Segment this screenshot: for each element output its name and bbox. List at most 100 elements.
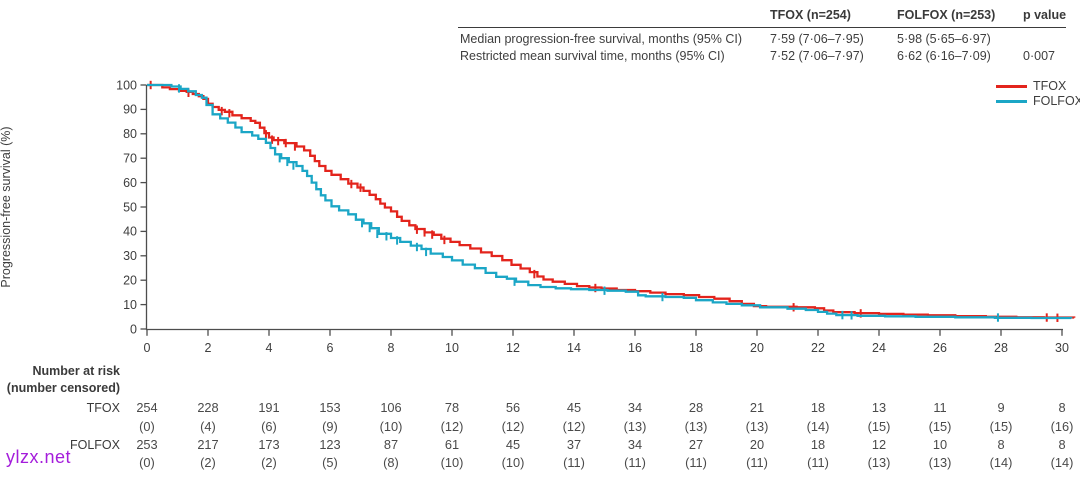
risk-table-title: Number at risk	[32, 364, 120, 378]
censored-count-folfox-m14: (11)	[563, 455, 585, 470]
risk-count-tfox-m20: 21	[749, 400, 765, 415]
censored-count-folfox-m6: (5)	[322, 455, 338, 470]
y-tick-label: 30	[123, 249, 137, 263]
censored-count-tfox-m0: (0)	[139, 419, 155, 434]
censored-count-tfox-m4: (6)	[261, 419, 277, 434]
censored-count-tfox-m8: (10)	[379, 419, 403, 434]
risk-count-folfox-m30: 8	[1058, 437, 1066, 452]
risk-count-folfox-m2: 217	[197, 437, 219, 452]
legend-label-folfox: FOLFOX	[1033, 94, 1080, 108]
censored-count-folfox-m8: (8)	[383, 455, 399, 470]
risk-count-folfox-m24: 12	[871, 437, 887, 452]
risk-count-folfox-m12: 45	[505, 437, 521, 452]
risk-count-folfox-m14: 37	[566, 437, 582, 452]
censored-count-tfox-m26: (15)	[928, 419, 952, 434]
y-tick-label: 80	[123, 127, 137, 141]
legend-entry-folfox: FOLFOX	[996, 94, 1080, 109]
censored-count-folfox-m22: (11)	[807, 455, 829, 470]
risk-count-tfox-m4: 191	[258, 400, 280, 415]
risk-count-tfox-m14: 45	[566, 400, 582, 415]
risk-count-folfox-m26: 10	[932, 437, 948, 452]
censored-count-folfox-m28: (14)	[989, 455, 1013, 470]
risk-count-folfox-m0: 253	[136, 437, 158, 452]
y-tick-label: 0	[130, 322, 137, 336]
risk-count-folfox-m8: 87	[383, 437, 399, 452]
censored-count-folfox-m0: (0)	[139, 455, 155, 470]
risk-count-tfox-m26: 11	[933, 400, 947, 415]
y-tick-label: 10	[123, 298, 137, 312]
risk-count-tfox-m2: 228	[197, 400, 219, 415]
censored-count-tfox-m18: (13)	[684, 419, 708, 434]
tfox-curve	[147, 83, 1076, 319]
y-tick-label: 50	[123, 200, 137, 214]
x-tick-label: 28	[994, 341, 1008, 355]
y-tick-label: 40	[123, 225, 137, 239]
stats-row2-folfox: 6·62 (6·16–7·09)	[897, 49, 991, 63]
censored-count-folfox-m12: (10)	[501, 455, 525, 470]
risk-table-subtitle: (number censored)	[6, 381, 120, 395]
risk-count-folfox-m22: 18	[810, 437, 826, 452]
censored-count-folfox-m18: (11)	[685, 455, 707, 470]
x-tick-label: 8	[388, 341, 395, 355]
risk-count-folfox-m4: 173	[258, 437, 280, 452]
tfox-line-swatch	[996, 85, 1027, 88]
x-tick-label: 22	[811, 341, 825, 355]
stats-row2-pvalue: 0·007	[1023, 49, 1055, 63]
censored-count-folfox-m20: (11)	[746, 455, 768, 470]
censored-count-tfox-m22: (14)	[806, 419, 830, 434]
risk-count-folfox-m20: 20	[749, 437, 765, 452]
stats-row1-label: Median progression-free survival, months…	[460, 32, 743, 46]
x-tick-label: 30	[1055, 341, 1069, 355]
x-tick-label: 14	[567, 341, 581, 355]
censored-count-tfox-m14: (12)	[562, 419, 586, 434]
legend: TFOX FOLFOX	[996, 79, 1080, 109]
censored-count-tfox-m16: (13)	[623, 419, 647, 434]
stats-row1-folfox: 5·98 (5·65–6·97)	[897, 32, 991, 46]
y-tick-label: 70	[123, 152, 137, 166]
y-tick-label: 90	[123, 103, 137, 117]
censored-count-folfox-m24: (13)	[867, 455, 891, 470]
stats-col-tfox: TFOX (n=254)	[770, 8, 851, 22]
stats-row2-tfox: 7·52 (7·06–7·97)	[770, 49, 864, 63]
risk-row-label-folfox: FOLFOX	[69, 438, 120, 452]
x-tick-label: 18	[689, 341, 703, 355]
censored-count-tfox-m10: (12)	[440, 419, 464, 434]
x-tick-label: 24	[872, 341, 886, 355]
risk-count-folfox-m28: 8	[997, 437, 1005, 452]
censored-count-tfox-m30: (16)	[1050, 419, 1074, 434]
folfox-line-swatch	[996, 100, 1027, 103]
censored-count-tfox-m20: (13)	[745, 419, 769, 434]
risk-count-tfox-m24: 13	[871, 400, 887, 415]
legend-entry-tfox: TFOX	[996, 79, 1080, 94]
censored-count-folfox-m4: (2)	[261, 455, 277, 470]
x-tick-label: 26	[933, 341, 947, 355]
risk-count-tfox-m0: 254	[136, 400, 158, 415]
x-tick-label: 20	[750, 341, 764, 355]
censored-count-folfox-m10: (10)	[440, 455, 464, 470]
risk-count-tfox-m16: 34	[627, 400, 643, 415]
risk-count-folfox-m6: 123	[319, 437, 341, 452]
folfox-curve	[147, 83, 1073, 320]
risk-count-tfox-m22: 18	[810, 400, 826, 415]
censored-count-folfox-m16: (11)	[624, 455, 646, 470]
risk-count-tfox-m18: 28	[688, 400, 704, 415]
x-tick-label: 10	[445, 341, 459, 355]
risk-count-tfox-m30: 8	[1058, 400, 1066, 415]
censored-count-tfox-m2: (4)	[200, 419, 216, 434]
x-tick-label: 16	[628, 341, 642, 355]
risk-count-tfox-m28: 9	[997, 400, 1005, 415]
legend-label-tfox: TFOX	[1033, 79, 1067, 93]
censored-count-folfox-m26: (13)	[928, 455, 952, 470]
x-tick-label: 12	[506, 341, 520, 355]
y-tick-label: 20	[123, 274, 137, 288]
risk-count-folfox-m10: 61	[444, 437, 460, 452]
stats-row2-label: Restricted mean survival time, months (9…	[460, 49, 725, 63]
watermark: ylzx.net	[6, 447, 72, 467]
stats-col-pvalue: p value	[1023, 8, 1067, 22]
y-tick-label: 60	[123, 176, 137, 190]
x-tick-label: 2	[205, 341, 212, 355]
risk-count-tfox-m8: 106	[380, 400, 402, 415]
x-tick-label: 6	[327, 341, 334, 355]
censored-count-folfox-m30: (14)	[1050, 455, 1074, 470]
